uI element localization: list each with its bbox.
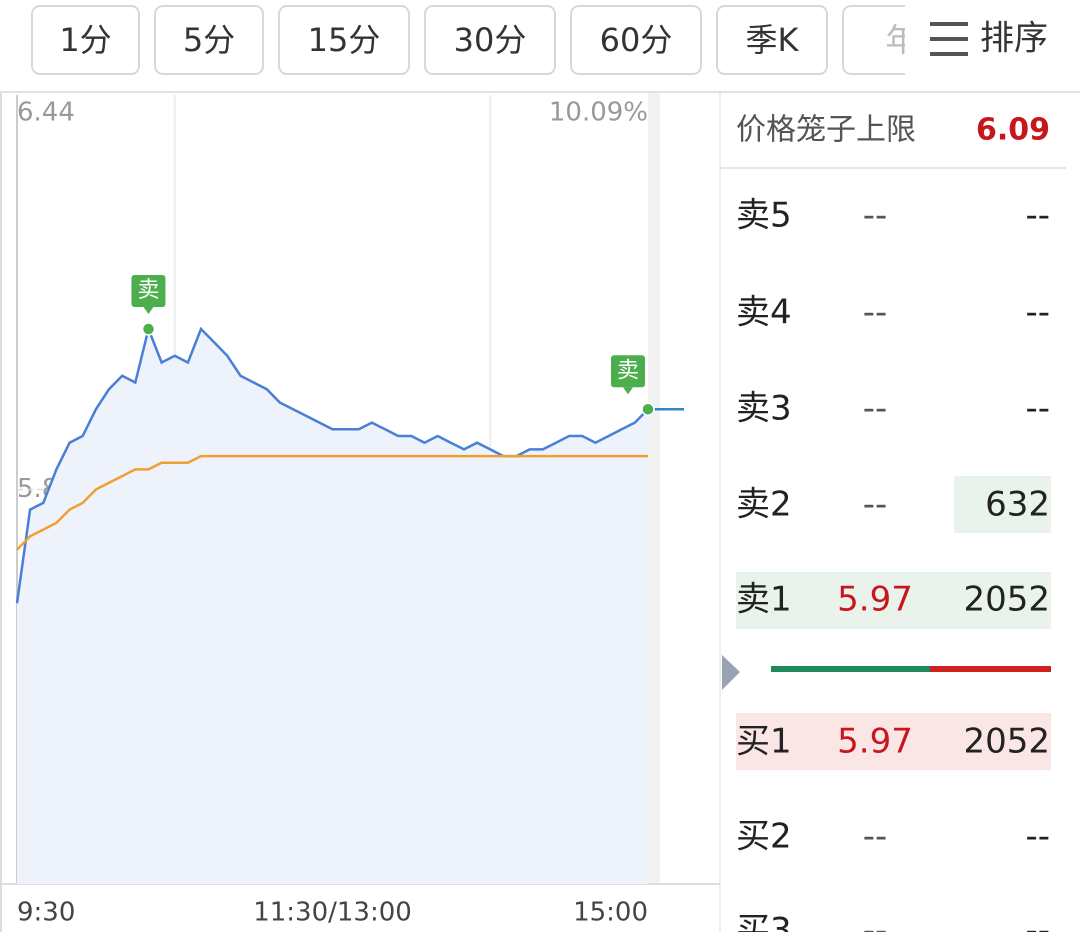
book-volume: 2052 [963,722,1050,762]
y2-tick-label: 10.09% [549,98,648,128]
tab[interactable] [570,5,702,75]
tab[interactable] [278,5,410,75]
book-label: 卖4 [736,293,792,333]
tab[interactable] [424,5,556,75]
x-tick-label: 15:00 [573,898,648,928]
series-line [16,454,648,551]
book-price: -- [863,389,888,429]
book-price: 5.97 [837,580,913,620]
bid1-bg [736,713,1051,770]
trade-badge-tip [143,307,154,315]
book-label: 买2 [736,817,792,857]
book-volume: -- [1025,389,1050,429]
trade-label: 卖 [617,358,639,383]
tab-label[interactable]: 1分 [59,21,111,59]
book-volume: -- [1025,817,1050,857]
book-label: 卖3 [736,389,792,429]
sort-menu[interactable]: 排序 [905,0,1080,88]
book-price: -- [863,293,888,333]
tab-label[interactable]: 15分 [308,21,381,59]
tab[interactable] [716,5,828,75]
book-label: 买3 [736,911,792,932]
trade-badge [611,355,645,388]
book-price: -- [863,911,888,932]
tab-label[interactable]: 季K [746,21,800,59]
sort-label[interactable]: 排序 [980,19,1048,59]
book-price: -- [863,196,888,236]
book-volume: 2052 [963,580,1050,620]
limit-label: 价格笼子上限 [736,113,916,148]
book-volume: -- [1025,293,1050,333]
ask1-bg [736,572,1051,629]
price-area [17,329,648,884]
book-volume: 632 [985,485,1050,525]
book-volume: -- [1025,196,1050,236]
trade-badge-tip [623,387,633,395]
trade-badge [131,275,166,308]
trade-label: 卖 [137,278,159,303]
sort-bg [905,0,1080,88]
book-price: -- [863,485,888,525]
trade-point [141,322,156,336]
tab[interactable] [31,5,140,75]
limit-value: 6.09 [976,113,1050,148]
left-edge [0,93,2,932]
chart-strip [648,93,660,884]
trade-point [641,402,655,417]
tab-label[interactable]: 30分 [454,21,527,59]
x-tick-label: 11:30/13:00 [253,898,412,928]
tab[interactable] [154,5,264,75]
x-tick-label: 9:30 [17,898,75,928]
tab-label[interactable]: 60分 [600,21,673,59]
tab-bar: 1分 5分 15分 30分 60分 季K 年 [31,5,961,75]
book-label: 卖2 [736,485,792,525]
y-tick-label: 6.44 [17,98,75,128]
series-line [15,324,649,604]
book-label: 买1 [736,722,792,762]
book-label: 卖1 [736,580,792,620]
book-volume: -- [1025,911,1050,932]
book-label: 卖5 [736,196,792,236]
ratio-arrow [722,655,740,690]
tab-label[interactable]: 5分 [183,21,235,59]
book-price: -- [863,817,888,857]
volume-bg [954,476,1051,533]
book-price: 5.97 [837,722,913,762]
